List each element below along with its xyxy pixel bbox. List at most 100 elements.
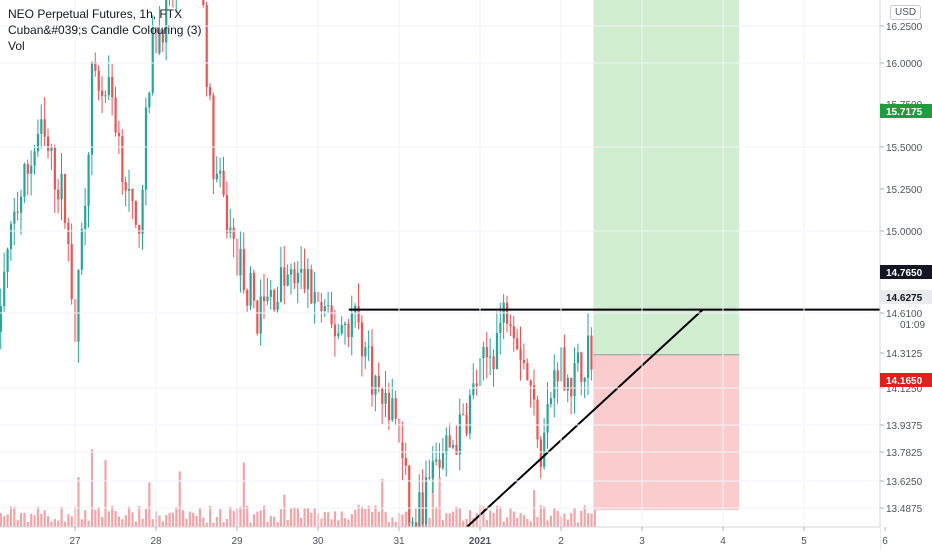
- candle-body: [526, 362, 529, 381]
- candle-body: [458, 414, 461, 455]
- volume-bar: [452, 511, 455, 527]
- candle-body: [286, 274, 289, 286]
- candle-body: [40, 119, 43, 134]
- candle-body: [549, 398, 553, 405]
- volume-bar: [205, 522, 208, 527]
- volume-bar: [151, 519, 154, 527]
- volume-bar: [286, 519, 289, 527]
- volume-bar: [337, 520, 340, 527]
- indicator-label[interactable]: Cuban&#039;s Candle Colouring (3): [8, 23, 202, 37]
- volume-bar: [300, 517, 303, 527]
- volume-bar: [246, 506, 249, 527]
- volume-bar: [445, 513, 448, 527]
- volume-bar: [276, 522, 279, 527]
- volume-bar: [387, 522, 391, 527]
- currency-badge[interactable]: USD: [890, 5, 922, 20]
- volume-bar: [401, 514, 404, 527]
- candle-body: [438, 459, 441, 468]
- volume-bar: [36, 506, 40, 527]
- candle-body: [97, 70, 100, 91]
- candle-body: [20, 196, 23, 213]
- volume-bar: [47, 515, 50, 527]
- candle-body: [404, 457, 407, 466]
- volume-bar: [533, 490, 536, 527]
- candle-body: [357, 305, 360, 323]
- volume-bar: [16, 520, 19, 527]
- candle-body: [468, 395, 472, 434]
- candle-body: [519, 349, 522, 360]
- volume-bar: [458, 507, 461, 527]
- stop-price-label: [880, 373, 932, 387]
- candle-body: [13, 211, 16, 224]
- volume-bar: [371, 511, 374, 527]
- time-tick-label: 27: [69, 536, 81, 547]
- volume-bar: [131, 512, 134, 527]
- price-tick-label: 14.3125: [886, 349, 923, 360]
- volume-bar: [546, 520, 549, 527]
- candle-body: [239, 249, 242, 276]
- candle-body: [394, 398, 397, 419]
- candlesticks: [0, 0, 596, 553]
- loss-zone: [593, 354, 740, 511]
- candle-body: [33, 151, 36, 166]
- candle-body: [313, 291, 316, 304]
- volume-bar: [128, 506, 131, 527]
- candle-body: [144, 107, 148, 190]
- candle-body: [273, 290, 276, 311]
- volume-bar: [529, 521, 532, 527]
- candle-body: [371, 346, 374, 395]
- volume-bar: [192, 512, 195, 527]
- candle-body: [94, 62, 97, 71]
- stop-price-text: 14.1650: [886, 376, 923, 387]
- time-tick-label: 29: [231, 536, 243, 547]
- candle-body: [90, 62, 94, 155]
- symbol-title[interactable]: NEO Perpetual Futures, 1h, FTX: [8, 7, 183, 21]
- target-price-text: 15.7175: [886, 107, 923, 118]
- candle-body: [431, 461, 434, 479]
- candle-body: [573, 363, 576, 397]
- candle-body: [296, 272, 299, 284]
- volume-bar: [333, 511, 337, 527]
- volume-bar: [266, 521, 269, 527]
- volume-bar: [63, 521, 67, 527]
- candle-body: [151, 27, 154, 93]
- volume-bar: [502, 521, 505, 527]
- candle-body: [303, 268, 306, 290]
- volume-bar: [273, 516, 276, 527]
- candle-body: [117, 132, 121, 137]
- candle-body: [344, 323, 347, 326]
- volume-bar: [165, 515, 168, 527]
- volume-bar: [536, 517, 539, 527]
- volume-bar: [33, 515, 36, 527]
- volume-bar: [90, 449, 94, 527]
- volume-bar: [448, 513, 451, 527]
- candle-body: [367, 346, 370, 348]
- candle-body: [9, 223, 13, 249]
- candle-body: [290, 269, 293, 275]
- candle-body: [553, 370, 556, 399]
- volume-bar: [13, 506, 16, 527]
- candle-body: [215, 173, 218, 180]
- volume-bar: [381, 478, 384, 527]
- candle-body: [232, 227, 235, 239]
- candle-body: [492, 356, 495, 370]
- volume-bar: [492, 512, 495, 527]
- candle-body: [539, 439, 542, 467]
- candle-body: [104, 95, 107, 97]
- time-axis: [0, 527, 880, 550]
- price-tick-label: 15.2500: [886, 185, 923, 196]
- candle-body: [256, 300, 259, 334]
- candle-body: [570, 377, 573, 397]
- volume-bar: [468, 510, 472, 527]
- volume-bar: [563, 513, 566, 527]
- volume-bar: [215, 517, 218, 527]
- candle-body: [455, 444, 458, 455]
- volume-bar: [111, 505, 114, 527]
- candle-body: [138, 224, 141, 234]
- price-tick-label: 14.6100: [886, 309, 923, 320]
- volume-bar: [347, 519, 350, 527]
- volume-bar: [360, 506, 364, 527]
- volume-bar: [313, 508, 316, 527]
- volume-label[interactable]: Vol: [8, 39, 25, 53]
